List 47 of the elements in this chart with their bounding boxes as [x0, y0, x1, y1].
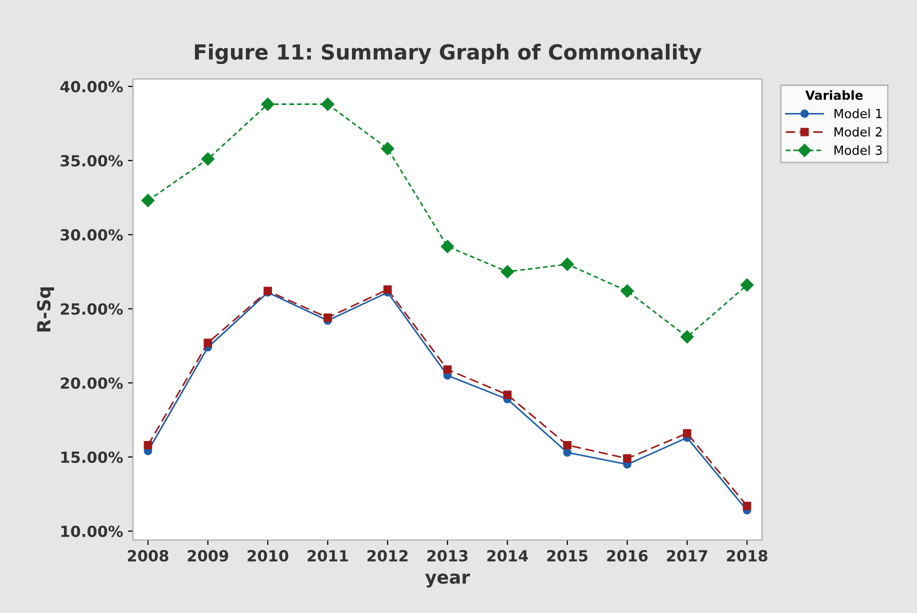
point [321, 98, 334, 111]
x-tick-label: 2015 [547, 550, 588, 562]
y-tick-label: 30.00% [60, 229, 123, 241]
point [383, 285, 392, 294]
y-axis-title: R-Sq [36, 287, 54, 332]
x-tick-label: 2009 [188, 550, 228, 562]
legend-label: Model 2 [834, 126, 882, 137]
x-tick-label: 2008 [128, 550, 168, 562]
legend-label: Model 3 [834, 145, 882, 155]
point [381, 142, 394, 156]
point [144, 440, 152, 450]
x-tick-label: 2018 [726, 550, 768, 562]
legend-label: Model 1 [834, 108, 882, 118]
x-tick-label: 2012 [368, 550, 408, 562]
point [500, 265, 514, 278]
point [682, 429, 692, 438]
point [623, 454, 632, 463]
point [204, 338, 212, 348]
point [324, 313, 332, 322]
point [563, 440, 572, 450]
point [261, 98, 274, 111]
x-tick-label: 2011 [308, 550, 348, 562]
point [620, 284, 634, 298]
point [141, 194, 155, 208]
x-tick-label: 2016 [607, 550, 648, 562]
point [560, 258, 574, 271]
y-tick-label: 25.00% [60, 303, 123, 315]
point [440, 240, 454, 254]
x-tick-label: 2010 [248, 550, 288, 562]
point [742, 502, 752, 510]
y-tick-label: 10.00% [61, 526, 123, 538]
y-tick-label: 40.00% [60, 80, 123, 92]
point [503, 390, 512, 399]
point [740, 278, 754, 292]
x-axis-title: year [425, 574, 470, 588]
legend-title: Variable [805, 90, 863, 100]
x-tick-label: 2013 [427, 550, 468, 562]
y-tick-label: 15.00% [61, 451, 123, 464]
y-tick-label: 35.00% [60, 154, 123, 167]
y-tick-label: 20.00% [60, 377, 123, 389]
point [563, 448, 572, 457]
x-tick-label: 2017 [667, 550, 708, 562]
chart-title: Figure 11: Summary Graph of Commonality [194, 44, 702, 64]
point [201, 152, 214, 166]
x-tick-label: 2014 [487, 550, 528, 562]
point [443, 365, 452, 374]
point [680, 330, 694, 344]
